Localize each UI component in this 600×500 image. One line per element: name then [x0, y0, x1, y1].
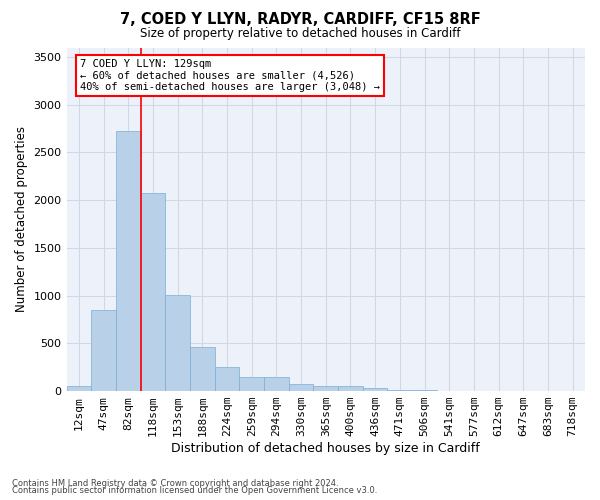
Bar — [91, 310, 116, 391]
Bar — [388, 390, 412, 391]
Text: 7 COED Y LLYN: 129sqm
← 60% of detached houses are smaller (4,526)
40% of semi-d: 7 COED Y LLYN: 129sqm ← 60% of detached … — [80, 59, 380, 92]
Bar — [239, 377, 264, 391]
Bar — [412, 390, 437, 391]
Text: 7, COED Y LLYN, RADYR, CARDIFF, CF15 8RF: 7, COED Y LLYN, RADYR, CARDIFF, CF15 8RF — [119, 12, 481, 28]
Bar — [140, 192, 165, 391]
Bar — [289, 384, 313, 391]
Bar — [264, 377, 289, 391]
Bar — [363, 388, 388, 391]
Bar — [190, 347, 215, 391]
X-axis label: Distribution of detached houses by size in Cardiff: Distribution of detached houses by size … — [172, 442, 480, 455]
Bar — [116, 130, 140, 391]
Text: Contains HM Land Registry data © Crown copyright and database right 2024.: Contains HM Land Registry data © Crown c… — [12, 478, 338, 488]
Bar — [313, 386, 338, 391]
Text: Contains public sector information licensed under the Open Government Licence v3: Contains public sector information licen… — [12, 486, 377, 495]
Bar — [215, 367, 239, 391]
Y-axis label: Number of detached properties: Number of detached properties — [15, 126, 28, 312]
Bar — [67, 386, 91, 391]
Text: Size of property relative to detached houses in Cardiff: Size of property relative to detached ho… — [140, 28, 460, 40]
Bar — [165, 294, 190, 391]
Bar — [338, 386, 363, 391]
